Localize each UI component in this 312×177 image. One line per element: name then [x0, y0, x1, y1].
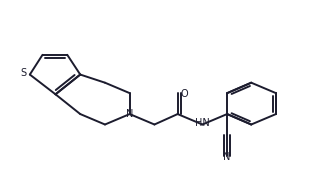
Text: HN: HN — [195, 118, 210, 128]
Text: N: N — [126, 109, 134, 119]
Text: O: O — [180, 89, 188, 99]
Text: N: N — [223, 152, 231, 162]
Text: S: S — [20, 68, 26, 78]
